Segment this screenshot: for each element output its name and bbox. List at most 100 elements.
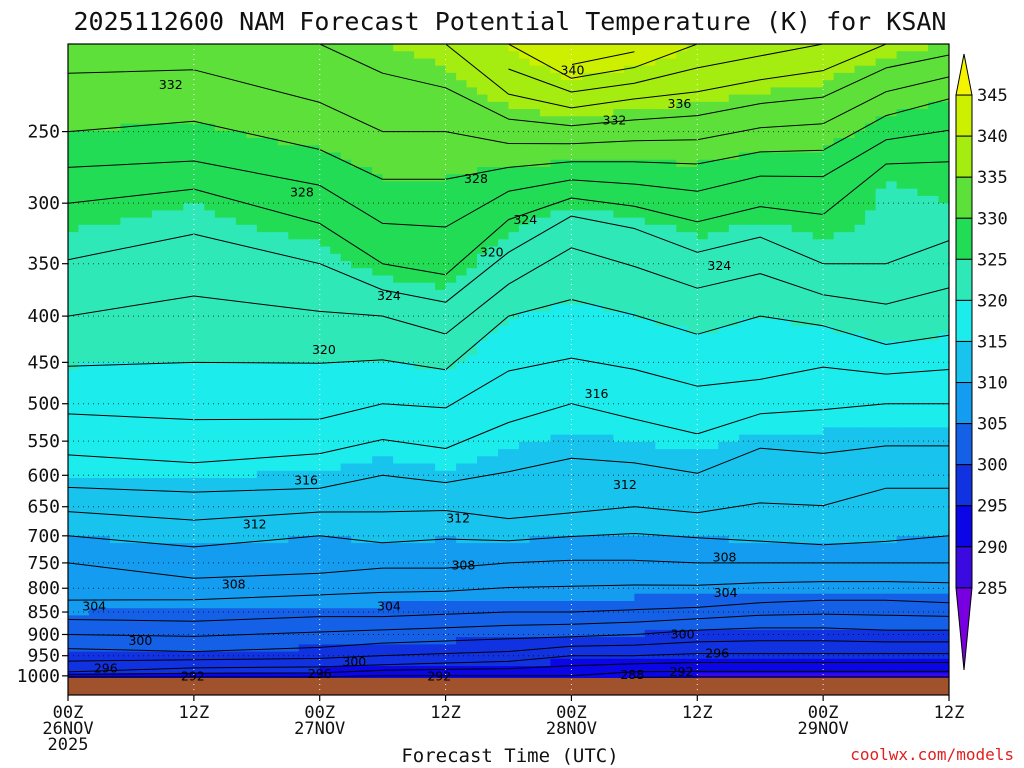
fill-cell — [267, 521, 279, 530]
fill-cell — [393, 550, 405, 559]
fill-cell — [193, 637, 205, 645]
fill-cell — [162, 65, 174, 74]
fill-cell — [602, 376, 614, 385]
fill-cell — [246, 629, 258, 638]
fill-cell — [560, 224, 572, 233]
fill-cell — [477, 152, 489, 161]
fill-cell — [602, 593, 614, 602]
fill-cell — [235, 58, 247, 67]
fill-cell — [309, 441, 321, 450]
fill-cell — [466, 528, 478, 537]
fill-cell — [267, 101, 279, 110]
fill-cell — [435, 51, 447, 59]
fill-cell — [571, 528, 583, 537]
fill-cell — [424, 427, 436, 436]
fill-cell — [477, 80, 489, 88]
fill-cell — [351, 485, 363, 493]
fill-cell — [550, 289, 562, 298]
fill-cell — [424, 181, 436, 190]
fill-cell — [89, 333, 101, 342]
fill-cell — [330, 44, 342, 52]
fill-cell — [340, 224, 352, 233]
fill-cell — [141, 651, 153, 660]
fill-cell — [204, 412, 216, 421]
fill-cell — [246, 210, 258, 219]
fill-cell — [235, 456, 247, 465]
fill-cell — [99, 130, 111, 139]
fill-cell — [445, 246, 457, 255]
fill-cell — [372, 65, 384, 74]
fill-cell — [634, 87, 646, 96]
fill-cell — [456, 485, 468, 493]
fill-cell — [613, 514, 625, 522]
fill-cell — [540, 449, 552, 457]
fill-cell — [445, 384, 457, 392]
fill-cell — [424, 152, 436, 161]
fill-cell — [540, 463, 552, 472]
fill-cell — [540, 550, 552, 559]
fill-cell — [183, 521, 195, 530]
fill-cell — [435, 109, 447, 117]
fill-cell — [78, 72, 90, 81]
fill-cell — [456, 116, 468, 125]
fill-cell — [414, 398, 426, 407]
fill-cell — [110, 398, 122, 407]
fill-cell — [456, 405, 468, 414]
fill-cell — [246, 441, 258, 450]
fill-cell — [319, 420, 331, 428]
fill-cell — [162, 224, 174, 233]
fill-cell — [267, 651, 279, 660]
fill-cell — [120, 188, 132, 197]
fill-cell — [508, 506, 520, 515]
fill-cell — [477, 130, 489, 139]
fill-cell — [256, 376, 268, 385]
fill-cell — [89, 420, 101, 428]
fill-cell — [214, 261, 226, 269]
fill-cell — [141, 550, 153, 559]
fill-cell — [519, 333, 531, 342]
fill-cell — [592, 384, 604, 392]
fill-cell — [592, 152, 604, 161]
fill-cell — [214, 275, 226, 284]
fill-cell — [529, 333, 541, 342]
fill-cell — [498, 499, 510, 508]
fill-cell — [445, 557, 457, 566]
fill-cell — [519, 391, 531, 399]
fill-cell — [592, 326, 604, 334]
fill-cell — [560, 434, 572, 443]
fill-cell — [581, 449, 593, 457]
fill-cell — [256, 405, 268, 414]
fill-cell — [68, 101, 80, 110]
fill-cell — [487, 391, 499, 399]
fill-cell — [330, 449, 342, 457]
fill-cell — [267, 253, 279, 262]
fill-cell — [508, 282, 520, 291]
fill-cell — [456, 449, 468, 457]
fill-cell — [581, 44, 593, 52]
fill-cell — [120, 355, 132, 363]
fill-cell — [550, 167, 562, 175]
fill-cell — [141, 478, 153, 486]
fill-cell — [403, 239, 415, 248]
fill-cell — [403, 51, 415, 59]
fill-cell — [340, 340, 352, 349]
fill-cell — [319, 441, 331, 450]
fill-cell — [130, 441, 142, 450]
fill-cell — [414, 658, 426, 667]
fill-cell — [529, 326, 541, 334]
fill-cell — [445, 282, 457, 291]
fill-cell — [214, 87, 226, 96]
fill-cell — [183, 506, 195, 515]
fill-cell — [550, 601, 562, 609]
fill-cell — [424, 499, 436, 508]
fill-cell — [498, 232, 510, 240]
fill-cell — [372, 188, 384, 197]
fill-cell — [613, 666, 625, 674]
fill-cell — [214, 463, 226, 472]
fill-cell — [68, 434, 80, 443]
fill-cell — [225, 116, 237, 125]
fill-cell — [151, 167, 163, 175]
fill-cell — [151, 601, 163, 609]
fill-cell — [403, 304, 415, 313]
fill-cell — [581, 485, 593, 493]
